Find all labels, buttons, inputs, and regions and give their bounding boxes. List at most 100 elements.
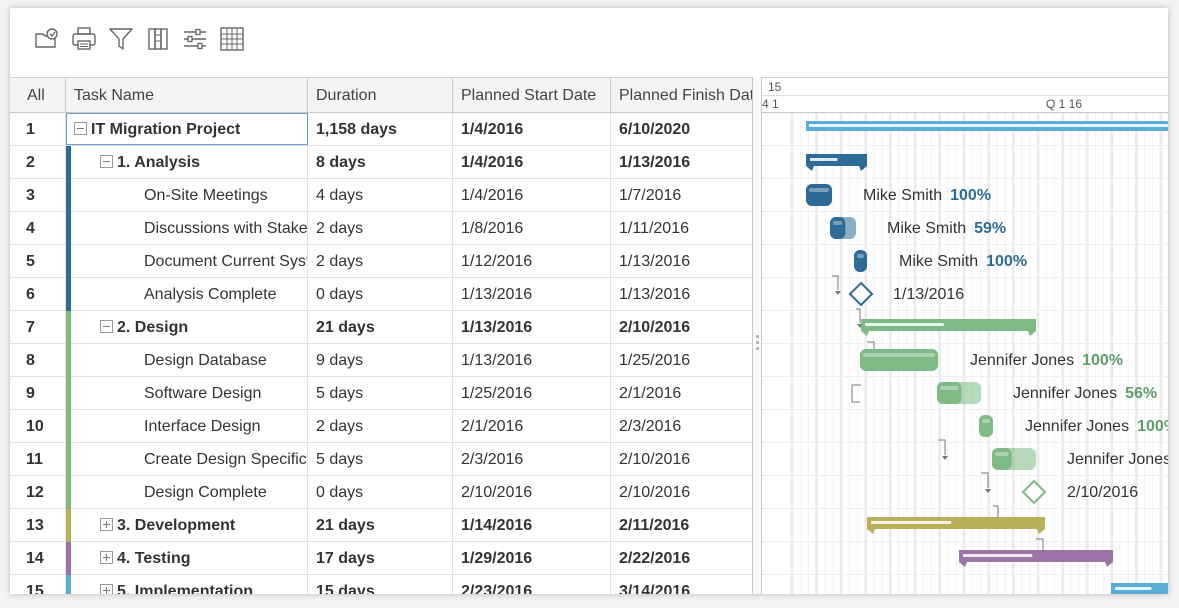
collapse-toggle-icon[interactable]: [74, 122, 87, 135]
duration-cell[interactable]: 0 days: [308, 278, 453, 310]
task-name: 1. Analysis: [117, 154, 201, 171]
planned-finish-cell[interactable]: 1/11/2016: [619, 220, 689, 237]
table-row[interactable]: 4 Discussions with Stakeholders2 days1/8/…: [10, 212, 752, 245]
gantt-bar-label: Jennifer Jones 100%: [970, 352, 1123, 369]
task-name-cell[interactable]: 5. Implementation: [66, 575, 308, 594]
table-row[interactable]: 1 IT Migration Project 1,158 days 1/4/2016 6…: [10, 113, 752, 146]
table-row[interactable]: 13 3. Development 21 days 1/14/2016 2/11/201…: [10, 509, 752, 542]
duration-cell[interactable]: 1,158 days: [308, 113, 453, 145]
table-row[interactable]: 10 Interface Design 2 days 2/1/2016 2/3/2016: [10, 410, 752, 443]
planned-finish-cell[interactable]: 1/7/2016: [619, 187, 682, 204]
task-name-cell[interactable]: 4. Testing: [66, 542, 308, 574]
duration-cell[interactable]: 17 days: [308, 542, 453, 574]
expand-toggle-icon[interactable]: [100, 551, 113, 564]
table-row[interactable]: 12 Design Complete 0 days 2/10/2016 2/10/201…: [10, 476, 752, 509]
import-export-button[interactable]: [32, 24, 62, 54]
table-row[interactable]: 11 Create Design Specification5 days2/3/2…: [10, 443, 752, 476]
grid-chart-splitter[interactable]: [752, 77, 762, 594]
planned-start-cell[interactable]: 2/3/2016: [453, 443, 611, 475]
table-row[interactable]: 15 5. Implementation 15 days 2/23/2016 3/14/…: [10, 575, 752, 594]
table-row[interactable]: 7 2. Design 21 days 1/13/2016 2/10/2016: [10, 311, 752, 344]
collapse-toggle-icon[interactable]: [100, 320, 113, 333]
planned-finish-cell[interactable]: 1/13/2016: [619, 253, 691, 270]
planned-start-cell[interactable]: 1/13/2016: [453, 311, 611, 343]
planned-start-cell[interactable]: 1/13/2016: [453, 344, 611, 376]
task-name-cell[interactable]: 1. Analysis: [66, 146, 308, 178]
task-name-cell[interactable]: Discussions with Stakeholders: [66, 212, 308, 244]
planned-start-cell[interactable]: 1/14/2016: [453, 509, 611, 541]
duration-cell[interactable]: 2 days: [308, 245, 453, 277]
expand-toggle-icon[interactable]: [100, 584, 113, 594]
column-header-task-name[interactable]: Task Name: [66, 78, 308, 112]
planned-finish-cell[interactable]: 2/22/2016: [619, 550, 691, 567]
duration-cell[interactable]: 5 days: [308, 443, 453, 475]
task-name-cell[interactable]: Document Current Systems: [66, 245, 308, 277]
table-row[interactable]: 3 On-Site Meetings 4 days 1/4/2016 1/7/2016: [10, 179, 752, 212]
columns-button[interactable]: [143, 24, 173, 54]
planned-finish-cell[interactable]: 3/14/2016: [619, 583, 691, 594]
task-name-cell[interactable]: IT Migration Project: [66, 113, 308, 145]
planned-start-cell[interactable]: 1/4/2016: [453, 179, 611, 211]
planned-finish-cell[interactable]: 2/10/2016: [619, 319, 691, 336]
column-header-planned-start[interactable]: Planned Start Date: [453, 78, 611, 112]
duration-cell[interactable]: 5 days: [308, 377, 453, 409]
duration-cell[interactable]: 8 days: [308, 146, 453, 178]
planned-finish-cell[interactable]: 2/11/2016: [619, 517, 690, 534]
dependency-arrow: [985, 489, 991, 493]
collapse-toggle-icon[interactable]: [100, 155, 113, 168]
task-name-cell[interactable]: Design Complete: [66, 476, 308, 508]
planned-finish-cell[interactable]: 2/10/2016: [619, 451, 691, 468]
planned-start-cell[interactable]: 1/25/2016: [453, 377, 611, 409]
table-row[interactable]: 6 Analysis Complete 0 days 1/13/2016 1/13/20…: [10, 278, 752, 311]
planned-start-cell[interactable]: 1/12/2016: [453, 245, 611, 277]
planned-finish-cell[interactable]: 2/1/2016: [619, 385, 682, 402]
planned-start-cell[interactable]: 1/4/2016: [453, 146, 611, 178]
planned-start-cell[interactable]: 2/1/2016: [453, 410, 611, 442]
duration-cell[interactable]: 2 days: [308, 212, 453, 244]
duration-cell[interactable]: 21 days: [308, 311, 453, 343]
column-header-duration[interactable]: Duration: [308, 78, 453, 112]
planned-finish-cell[interactable]: 1/13/2016: [619, 154, 691, 171]
duration-cell[interactable]: 0 days: [308, 476, 453, 508]
planned-finish-cell[interactable]: 2/3/2016: [619, 418, 682, 435]
planned-finish-cell[interactable]: 2/10/2016: [619, 484, 691, 501]
duration-cell[interactable]: 15 days: [308, 575, 453, 594]
grid-view-button[interactable]: [217, 24, 247, 54]
task-name: Software Design: [144, 385, 262, 402]
planned-finish-cell[interactable]: 1/25/2016: [619, 352, 691, 369]
task-name-cell[interactable]: 3. Development: [66, 509, 308, 541]
settings-button[interactable]: [180, 24, 210, 54]
duration-cell[interactable]: 2 days: [308, 410, 453, 442]
task-name-cell[interactable]: Create Design Specification: [66, 443, 308, 475]
planned-finish-cell[interactable]: 6/10/2020: [619, 121, 691, 138]
planned-start-cell[interactable]: 2/23/2016: [453, 575, 611, 594]
table-row[interactable]: 5 Document Current Systems2 days1/12/2016…: [10, 245, 752, 278]
row-id: 13: [10, 509, 66, 541]
table-row[interactable]: 14 4. Testing 17 days 1/29/2016 2/22/2016: [10, 542, 752, 575]
task-name-cell[interactable]: Software Design: [66, 377, 308, 409]
task-name-cell[interactable]: Design Database: [66, 344, 308, 376]
duration-cell[interactable]: 4 days: [308, 179, 453, 211]
task-name-cell[interactable]: 2. Design: [66, 311, 308, 343]
duration-cell[interactable]: 9 days: [308, 344, 453, 376]
planned-finish-cell[interactable]: 1/13/2016: [619, 286, 691, 303]
table-row[interactable]: 9 Software Design 5 days 1/25/2016 2/1/2016: [10, 377, 752, 410]
planned-start-cell[interactable]: 1/8/2016: [453, 212, 611, 244]
column-header-all[interactable]: All: [10, 78, 66, 112]
task-name-cell[interactable]: On-Site Meetings: [66, 179, 308, 211]
column-header-planned-finish[interactable]: Planned Finish Date: [619, 87, 752, 104]
implementation-summary-bar-progress: [1115, 587, 1152, 590]
table-row[interactable]: 2 1. Analysis 8 days 1/4/2016 1/13/2016: [10, 146, 752, 179]
planned-start-cell[interactable]: 2/10/2016: [453, 476, 611, 508]
milestone-analysis-complete: [848, 281, 874, 307]
task-name-cell[interactable]: Analysis Complete: [66, 278, 308, 310]
planned-start-cell[interactable]: 1/29/2016: [453, 542, 611, 574]
filter-button[interactable]: [106, 24, 136, 54]
planned-start-cell[interactable]: 1/4/2016: [453, 113, 611, 145]
expand-toggle-icon[interactable]: [100, 518, 113, 531]
task-name-cell[interactable]: Interface Design: [66, 410, 308, 442]
table-row[interactable]: 8 Design Database 9 days 1/13/2016 1/25/2016: [10, 344, 752, 377]
duration-cell[interactable]: 21 days: [308, 509, 453, 541]
print-button[interactable]: [69, 24, 99, 54]
planned-start-cell[interactable]: 1/13/2016: [453, 278, 611, 310]
